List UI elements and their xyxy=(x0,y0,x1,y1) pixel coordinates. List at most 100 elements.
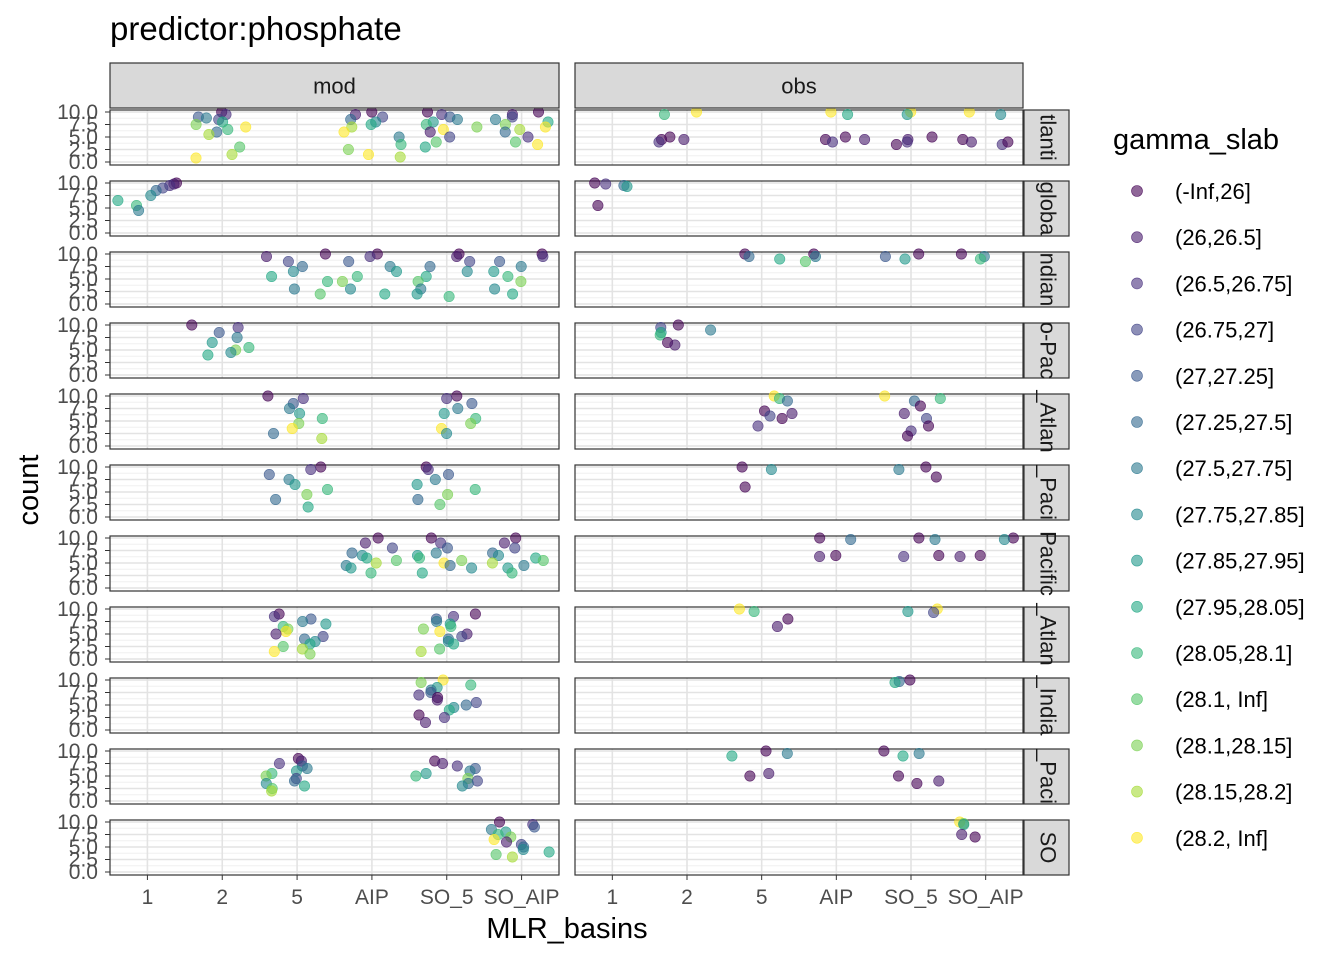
data-point xyxy=(965,136,977,148)
x-tick-label: SO_AIP xyxy=(948,886,1024,909)
legend-label: (28.1,28.15] xyxy=(1175,733,1292,758)
data-point xyxy=(186,319,198,331)
data-point xyxy=(273,757,285,769)
data-point xyxy=(781,747,793,759)
data-point xyxy=(492,549,504,561)
data-point xyxy=(419,141,431,153)
data-point xyxy=(839,131,851,143)
data-point xyxy=(509,542,521,554)
data-point xyxy=(763,767,775,779)
data-point xyxy=(438,407,450,419)
data-point xyxy=(442,488,454,500)
data-point xyxy=(263,468,275,480)
data-point xyxy=(395,139,407,151)
x-tick-label: 1 xyxy=(142,886,154,909)
data-point xyxy=(451,251,463,263)
panel-4-0 xyxy=(109,393,560,450)
data-point xyxy=(286,422,298,434)
y-tick-label: 0.0 xyxy=(69,861,98,884)
data-point xyxy=(429,473,441,485)
data-point xyxy=(764,410,776,422)
data-point xyxy=(956,828,968,840)
data-point xyxy=(415,676,427,688)
data-point xyxy=(913,747,925,759)
y-tick-label: 2.5 xyxy=(69,565,98,588)
data-point xyxy=(304,648,316,660)
data-point xyxy=(424,126,436,138)
data-point xyxy=(705,324,717,336)
data-point xyxy=(466,562,478,574)
y-tick-label: 10.0 xyxy=(57,385,98,408)
strip-right-label: _Paci xyxy=(1036,748,1061,804)
legend-key xyxy=(1131,508,1143,521)
data-point xyxy=(506,111,518,123)
data-point xyxy=(316,412,328,424)
data-point xyxy=(506,567,518,579)
data-point xyxy=(297,392,309,404)
panel-4-1 xyxy=(574,393,1024,450)
panel-0-1 xyxy=(574,109,1024,166)
data-point xyxy=(411,288,423,300)
data-point xyxy=(489,283,501,295)
x-tick-label: AIP xyxy=(355,886,389,909)
data-point xyxy=(509,136,521,148)
data-point xyxy=(771,620,783,632)
data-point xyxy=(203,129,215,141)
y-tick-label: 2.5 xyxy=(69,636,98,659)
x-axis: 1 2 5 AIP SO_5 SO_AIP 1 2 5 AIP SO_5 SO_AIP xyxy=(142,875,1024,909)
data-point xyxy=(200,112,212,124)
y-tick-label: 5.0 xyxy=(69,126,98,149)
data-point xyxy=(774,253,786,265)
data-point xyxy=(288,775,300,787)
data-point xyxy=(539,121,551,133)
data-point xyxy=(514,124,526,136)
panel-border xyxy=(574,819,1024,876)
y-tick-label: 0.0 xyxy=(69,577,98,600)
data-point xyxy=(890,139,902,151)
data-point xyxy=(262,390,274,402)
panel-8-1 xyxy=(574,677,1024,734)
y-tick-label: 5.0 xyxy=(69,410,98,433)
panel-2-0 xyxy=(109,251,560,308)
data-point xyxy=(386,542,398,554)
y-tick-label: 0.0 xyxy=(69,790,98,813)
data-point xyxy=(390,265,402,277)
y-tick-label: 7.5 xyxy=(69,824,98,847)
data-point xyxy=(893,463,905,475)
data-point xyxy=(232,321,244,333)
legend-key xyxy=(1131,369,1143,382)
points-3-1 xyxy=(654,319,717,351)
y-tick-label: 10.0 xyxy=(57,243,98,266)
data-point xyxy=(456,630,468,642)
points-10-0 xyxy=(485,816,555,863)
data-point xyxy=(437,757,449,769)
panel-6-0 xyxy=(109,535,560,592)
y-tick-label: 7.5 xyxy=(69,398,98,421)
legend-label: (26,26.5] xyxy=(1175,225,1262,250)
data-point xyxy=(268,645,280,657)
data-point xyxy=(302,501,314,513)
y-tick-label: 7.5 xyxy=(69,682,98,705)
data-point xyxy=(317,630,329,642)
strip-right-label: ndian xyxy=(1036,253,1061,307)
data-point xyxy=(809,251,821,263)
data-point xyxy=(314,288,326,300)
data-point xyxy=(933,549,945,561)
data-point xyxy=(494,255,506,267)
y-tick-label: 0.0 xyxy=(69,435,98,458)
data-point xyxy=(365,119,377,131)
panel-border xyxy=(574,535,1024,592)
data-point xyxy=(394,151,406,163)
data-point xyxy=(471,775,483,787)
data-point xyxy=(465,417,477,429)
data-point xyxy=(445,620,457,632)
x-tick-label: SO_5 xyxy=(884,886,938,909)
data-point xyxy=(260,251,272,263)
y-tick-label: 7.5 xyxy=(69,540,98,563)
y-tick-label: 2.5 xyxy=(69,707,98,730)
y-tick-label: 5.0 xyxy=(69,623,98,646)
panel-border xyxy=(574,251,1024,308)
data-point xyxy=(461,265,473,277)
data-point xyxy=(752,420,764,432)
y-tick-label: 2.5 xyxy=(69,423,98,446)
